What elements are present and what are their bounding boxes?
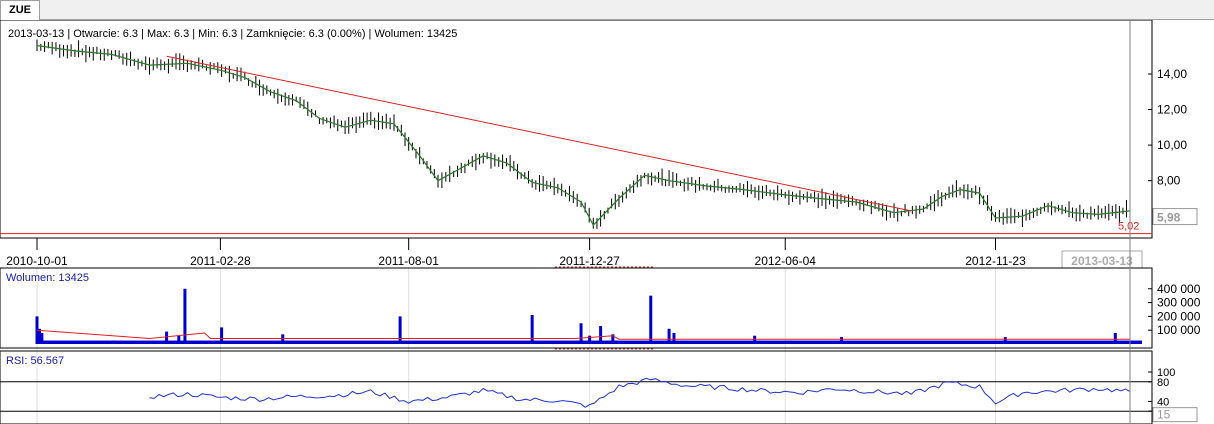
volume-bar <box>599 326 603 344</box>
last-value-box <box>1152 208 1198 226</box>
date-tick-label: 2011-02-28 <box>190 254 251 268</box>
volume-avg-line <box>36 329 1130 340</box>
volume-ytick-label: 300 000 <box>1157 296 1201 310</box>
volume-bar <box>281 334 285 344</box>
support-label: 5,02 <box>1118 221 1139 233</box>
price-ytick-label: 12,00 <box>1157 103 1187 117</box>
date-tick-label: 2011-08-01 <box>378 254 439 268</box>
stock-chart[interactable]: 2013-03-13 | Otwarcie: 6.3 | Max: 6.3 | … <box>0 20 1214 424</box>
volume-bar <box>35 316 39 344</box>
tab-bar: ZUE <box>0 0 1214 20</box>
volume-bar <box>667 328 671 344</box>
cursor-date-label: 2013-03-13 <box>1071 254 1133 268</box>
rsi-ytick-label: 80 <box>1157 377 1169 389</box>
volume-bar <box>398 316 402 344</box>
volume-bar <box>1003 337 1007 344</box>
volume-ytick-label: 200 000 <box>1157 309 1201 323</box>
date-tick-label: 2010-10-01 <box>6 254 68 268</box>
volume-bar <box>753 335 757 344</box>
last-value-label: 5,98 <box>1157 211 1181 225</box>
volume-bar <box>40 332 44 344</box>
price-line <box>36 45 1131 227</box>
rsi-ytick-label: 40 <box>1157 396 1169 408</box>
rsi-value-box <box>1152 407 1198 423</box>
volume-title: Wolumen: 13425 <box>6 272 89 284</box>
price-ytick-label: 8,00 <box>1157 174 1181 188</box>
price-ytick-label: 10,00 <box>1157 138 1187 152</box>
volume-ytick-label: 100 000 <box>1157 323 1201 337</box>
rsi-title: RSI: 56.567 <box>6 355 64 367</box>
rsi-panel: RSI: 56.567 10080402015 <box>0 350 1198 424</box>
volume-bar <box>177 335 181 344</box>
volume-bar <box>1113 332 1117 344</box>
volume-bar <box>611 334 615 344</box>
volume-bar <box>579 323 583 344</box>
price-panel: 2013-03-13 | Otwarcie: 6.3 | Max: 6.3 | … <box>0 20 1198 239</box>
trendline <box>166 55 912 212</box>
date-tick-label: 2012-11-23 <box>965 254 1026 268</box>
volume-bar <box>649 295 653 344</box>
rsi-line <box>149 377 1131 408</box>
date-axis: 2010-10-01 2011-02-28 2011-08-01 2011-12-27… <box>6 238 1143 424</box>
volume-bar <box>165 331 169 344</box>
header-info: 2013-03-13 | Otwarcie: 6.3 | Max: 6.3 | … <box>8 28 457 40</box>
volume-ytick-label: 400 000 <box>1157 282 1201 296</box>
volume-bar <box>37 328 41 344</box>
volume-bar <box>588 335 592 344</box>
volume-bar <box>530 315 534 344</box>
rsi-ytick-label: 100 <box>1157 367 1175 379</box>
date-tick-label: 2012-06-04 <box>755 254 817 268</box>
price-ytick-label: 14,00 <box>1157 67 1187 81</box>
tab-zue[interactable]: ZUE <box>0 0 40 20</box>
volume-bar <box>672 332 676 344</box>
volume-bar <box>839 337 843 344</box>
date-tick-label: 2011-12-27 <box>559 254 620 268</box>
volume-bar <box>220 327 224 344</box>
volume-bar <box>183 288 187 344</box>
rsi-value-label: 15 <box>1157 408 1171 422</box>
